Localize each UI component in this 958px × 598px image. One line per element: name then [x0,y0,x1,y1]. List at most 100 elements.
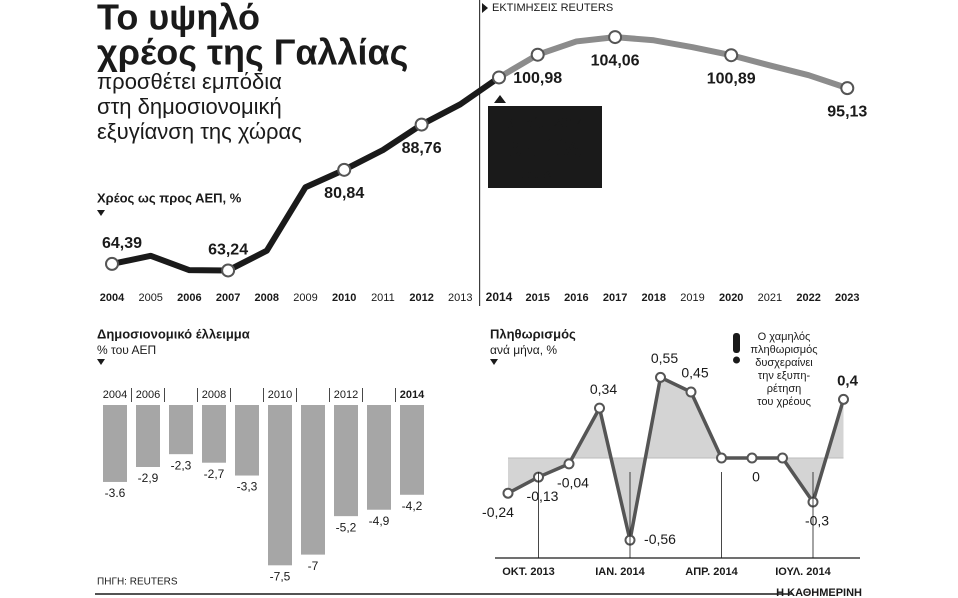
annotation: Ο χαμηλός [758,331,811,343]
highlight-period: β' τρίμ. 2014 [506,115,584,131]
highlight-value: 95,1% [508,133,582,163]
x-tick-label: ΙΟΥΛ. 2014 [775,566,831,578]
data-point [777,452,788,464]
x-tick-label: 2021 [758,292,782,304]
data-label: -2,7 [204,467,225,481]
data-label: -0,24 [482,504,514,520]
data-label: 100,98 [513,70,562,87]
data-label: 64,39 [102,235,142,252]
bar [103,405,127,482]
data-point [563,458,575,470]
data-point [655,371,666,383]
bar [136,405,160,467]
forecast-line [497,34,849,91]
annotation: την εξυπη- [758,370,811,382]
data-label: -0,56 [644,531,676,547]
x-tick-label: 2014 [486,290,513,304]
x-tick-label: 2006 [136,389,160,401]
x-tick-label: 2006 [177,292,201,304]
chart-title: χρέος της Γαλλίας [97,32,408,73]
pointer [494,95,506,103]
annotation: δυσχεραίνει [755,357,813,369]
x-tick-label: 2012 [409,292,433,304]
bar [301,405,325,555]
bar [367,405,391,510]
data-label: 0,55 [651,350,678,366]
data-label: 80,84 [324,185,364,202]
x-tick-label: 2004 [103,389,127,401]
bar [268,405,292,566]
x-tick-label: 2008 [255,292,279,304]
highlight-box [488,106,602,188]
x-tick-label: ΙΑΝ. 2014 [595,566,645,578]
chart-subtitle: εξυγίανση της χώρας [97,119,302,144]
data-label: 0,4 [837,372,859,389]
data-point [838,393,849,405]
x-tick-label: 2016 [564,292,588,304]
data-label: 88,76 [402,140,442,157]
x-tick-label: ΑΠΡ. 2014 [685,566,738,578]
annotation: πληθωρισμός [750,344,817,356]
x-tick-label: 2023 [835,292,859,304]
chart-subtitle: στη δημοσιονομική [97,94,282,119]
data-point [608,30,623,45]
data-label: -5,2 [336,520,357,534]
pointer [490,359,498,365]
data-label: -4,9 [369,514,390,528]
x-tick-label: 2014 [400,389,425,401]
data-point [746,452,758,464]
x-tick-label: 2004 [100,292,125,304]
data-label: -7 [308,559,319,573]
data-point [502,487,514,499]
data-label: 95,13 [827,103,867,120]
forecast-label: ΕΚΤΙΜΗΣΕΙΣ REUTERS [492,2,613,14]
chart-subtitle: ανά μήνα, % [490,343,557,357]
x-tick-label: 2011 [371,292,395,304]
data-point [840,81,855,96]
data-label: 0,45 [681,365,708,381]
annotation: ρέτηση [767,383,802,395]
x-tick-label: ΟΚΤ. 2013 [502,566,555,578]
x-tick-label: 2013 [448,292,472,304]
chart-subtitle: προσθέτει εμπόδια [97,69,282,94]
x-tick-label: 2020 [719,292,743,304]
data-label: -0,3 [805,513,829,529]
data-line [507,375,846,542]
chart-title: Πληθωρισμός [490,326,576,341]
x-tick-label: 2022 [796,292,820,304]
pointer [97,210,105,216]
area [508,377,844,541]
alert-icon [733,356,740,364]
x-tick-label: 2008 [202,389,226,401]
data-label: -3,3 [237,480,258,494]
data-label: 104,06 [591,52,640,69]
data-point [105,256,119,271]
x-tick-label: 2017 [603,292,627,304]
x-tick-label: 2015 [525,292,549,304]
bar [169,405,193,455]
x-tick-label: 2005 [138,292,162,304]
data-point [530,47,545,62]
data-label: -0,13 [527,488,559,504]
axis-label: Χρέος ως προς ΑΕΠ, % [97,190,242,205]
chart-title: Το υψηλό [97,0,260,38]
x-tick-label: 2012 [334,389,358,401]
data-label: 63,24 [208,242,248,259]
x-tick-label: 2010 [268,389,292,401]
alert-icon [733,333,740,353]
data-label: 0,34 [590,381,617,397]
x-tick-label: 2018 [642,292,666,304]
data-line [111,74,501,274]
x-tick-label: 2009 [293,292,317,304]
data-point [414,117,429,132]
data-point [337,162,352,177]
data-label: -2,3 [171,458,192,472]
data-label: 0 [752,469,760,485]
data-point [492,70,506,85]
annotation: του χρέους [757,396,811,408]
data-point [221,263,236,278]
data-point [685,386,697,398]
highlight-note: του ΑΕΠ [521,166,570,181]
bar [235,405,259,476]
